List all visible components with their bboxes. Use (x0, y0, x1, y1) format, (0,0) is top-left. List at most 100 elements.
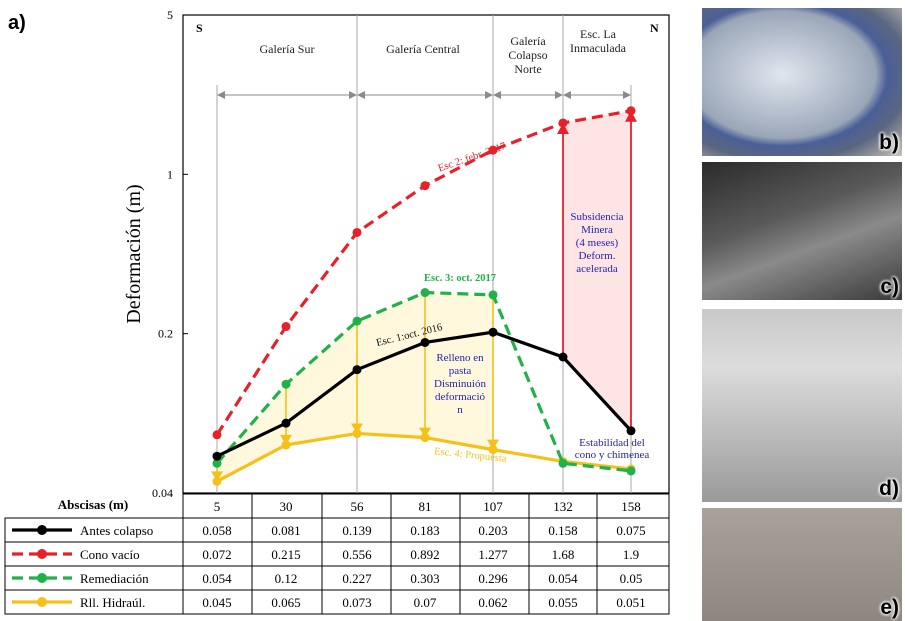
series-point-1-6 (626, 106, 636, 116)
table-cell: 0.065 (271, 595, 300, 610)
y-tick-label-2: 0.2 (158, 327, 173, 341)
zone-label-2: Norte (514, 62, 541, 76)
y-tick-label-1: 1 (167, 167, 173, 181)
zone-label-2: Galería (510, 34, 546, 48)
series-point-1-0 (212, 430, 222, 440)
table-cell: 0.892 (410, 547, 439, 562)
photo-mold-press: c) (702, 162, 902, 300)
table-cell: 0.075 (616, 523, 645, 538)
legend-label-0: Antes colapso (80, 523, 153, 538)
table-cell: 0.139 (342, 523, 371, 538)
photo-cylinder-specimens: e) (702, 508, 902, 621)
series-point-3-0 (212, 476, 222, 486)
table-cell: 1.277 (478, 547, 508, 562)
series-point-2-5 (558, 458, 568, 468)
zone-label-3: Esc. La (580, 27, 617, 41)
annotation-subsidencia: Subsidencia (570, 211, 623, 223)
table-cell: 0.062 (478, 595, 507, 610)
series-point-0-2 (352, 365, 362, 375)
legend-marker-1 (37, 549, 47, 559)
remediation-arrow-head-3 (419, 427, 431, 438)
table-cell: 0.07 (414, 595, 437, 610)
zone-label-0: Galería Sur (260, 42, 315, 56)
subsidence-arrow-head-6 (625, 110, 637, 122)
zone-arrow-3-head-left (563, 91, 571, 99)
series-point-0-4 (488, 327, 498, 337)
table-header-cell: 56 (351, 499, 365, 514)
series-point-3-2 (352, 428, 362, 438)
table-cell: 0.158 (548, 523, 577, 538)
table-cell: 0.203 (478, 523, 507, 538)
series-point-3-1 (281, 440, 291, 450)
zone-label-3: Inmaculada (570, 41, 627, 55)
table-header-cell: 81 (419, 499, 432, 514)
y-tick-label-3: 0.04 (152, 486, 173, 500)
table-cell: 1.9 (623, 547, 639, 562)
series-point-1-1 (281, 322, 291, 332)
plot-frame (182, 14, 670, 494)
annotation-estabilidad: Estabilidad del (579, 437, 645, 449)
series-point-2-1 (281, 379, 291, 389)
legend-label-1: Cono vacío (80, 547, 140, 562)
series-point-0-3 (420, 337, 430, 347)
annotation-subsidencia: Deform. (579, 250, 616, 262)
y-axis-label: Deformación (m) (123, 184, 145, 323)
annotation-relleno: Relleno en (436, 352, 484, 364)
zone-arrow-2-head-left (493, 91, 501, 99)
table-cell: 0.051 (616, 595, 645, 610)
annotation-relleno: deformació (435, 391, 486, 403)
series-point-2-3 (420, 288, 430, 298)
table-cell: 0.055 (548, 595, 577, 610)
table-header-cell: 132 (553, 499, 573, 514)
legend-marker-2 (37, 573, 47, 583)
table-cell: 0.12 (275, 571, 298, 586)
corner-label-n: N (650, 21, 659, 35)
series-point-1-3 (420, 181, 430, 191)
subsidence-shade (563, 110, 631, 431)
legend-marker-0 (37, 525, 47, 535)
zone-label-2: Colapso (508, 48, 547, 62)
panel-label-d: d) (879, 477, 899, 500)
series-point-3-3 (420, 433, 430, 443)
annotation-relleno: pasta (449, 365, 472, 377)
panel-label-c: c) (880, 275, 899, 298)
series-point-2-4 (488, 290, 498, 300)
series-point-1-5 (558, 118, 568, 128)
series-point-3-4 (488, 445, 498, 455)
annotation-relleno: Disminuión (434, 378, 486, 390)
table-cell: 0.072 (202, 547, 231, 562)
panel-label-b: b) (879, 131, 899, 154)
zone-arrow-3-head-right (623, 91, 631, 99)
remediation-arrow-head-1 (280, 434, 292, 445)
zone-arrow-0-head-right (349, 91, 357, 99)
corner-label-s: S (196, 21, 203, 35)
series-point-2-2 (352, 316, 362, 326)
table-cell: 0.303 (410, 571, 439, 586)
annotation-relleno: n (457, 404, 463, 416)
table-header-cell: 30 (280, 499, 293, 514)
table-cell: 0.296 (478, 571, 508, 586)
panel-label-a: a) (8, 12, 26, 34)
series-point-2-6 (626, 466, 636, 476)
legend-label-2: Remediación (80, 571, 149, 586)
remediation-arrow-head-2 (351, 423, 363, 434)
zone-arrow-0-head-left (217, 91, 225, 99)
table-header-cell: 107 (483, 499, 503, 514)
annotation-subsidencia: (4 meses) (576, 237, 619, 249)
table-cell: 0.05 (620, 571, 643, 586)
series-point-0-0 (212, 451, 222, 461)
remediation-arrow-head-4 (487, 439, 499, 450)
series-point-0-5 (558, 352, 568, 362)
annotation-esc3: Esc. 3: oct. 2017 (424, 273, 496, 284)
deformation-chart: S N Galería Sur Galería Central GaleríaColap… (4, 8, 670, 615)
series-point-1-2 (352, 227, 362, 237)
table-cell: 0.045 (202, 595, 231, 610)
panel-label-e: e) (880, 596, 899, 619)
legend-marker-3 (37, 597, 47, 607)
table-cell: 0.054 (548, 571, 578, 586)
series-point-0-1 (281, 418, 291, 428)
table-cell: 0.081 (271, 523, 300, 538)
table-cell: 0.054 (202, 571, 232, 586)
photo-sample-tray: b) (702, 8, 902, 156)
